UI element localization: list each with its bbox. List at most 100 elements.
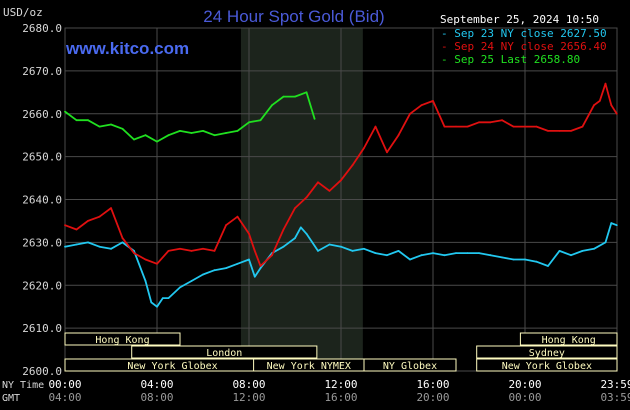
data-point [409,112,411,115]
y-tick-label: 2680.0 [22,22,62,35]
data-point [121,237,124,240]
data-point [386,254,388,257]
data-point [202,130,204,132]
data-point [340,179,342,182]
data-point [581,125,584,128]
market-session-label: London [206,348,242,359]
data-point [443,254,446,257]
data-point [294,237,296,240]
data-point [236,215,239,218]
data-point [317,250,319,252]
data-point [570,130,572,132]
data-point [64,224,66,227]
x-tick-label: 12:00 [232,391,265,404]
data-point [213,134,216,137]
data-point [202,247,204,250]
data-point [213,250,216,252]
data-point [501,256,503,259]
data-point [547,130,549,132]
data-point [213,269,216,272]
data-point [610,104,613,107]
data-point [179,286,181,289]
x-tick-label: 20:00 [508,378,541,391]
grid-lines [64,27,618,372]
data-point [110,123,112,126]
market-session: London [131,345,318,359]
data-point [161,297,164,299]
data-point [374,125,377,128]
data-point [271,104,273,107]
market-session-bar [476,345,618,359]
data-point [598,100,601,102]
data-point [236,262,239,265]
x-axis-row-label: GMT [2,393,20,404]
y-tick-label: 2650.0 [22,151,62,164]
unit-label: USD/oz [3,6,43,19]
data-point [305,232,308,235]
data-point [524,125,526,128]
data-point [144,258,147,261]
data-point [248,258,250,261]
market-session-label: Sydney [529,348,565,359]
data-point [615,224,618,227]
x-tick-label: 16:00 [324,391,357,404]
data-point [455,252,457,255]
data-point [374,252,377,255]
y-tick-label: 2600.0 [22,365,62,378]
data-point [110,247,112,250]
series-lines [64,82,618,308]
data-point [489,254,492,257]
y-tick-labels: 2680.0 2670.0 2660.0 2650.0 2640.0 2630.0 2620… [22,22,62,378]
market-session: Hong Kong [519,332,618,346]
market-session: New York NYMEX [253,358,365,372]
data-point [156,305,158,308]
data-point [190,250,193,252]
data-point [501,119,503,122]
data-point [64,110,66,113]
data-point [87,220,89,222]
x-tick-label: 08:00 [140,391,173,404]
data-point [386,151,388,154]
data-point [225,224,227,227]
x-tick-label: 16:00 [416,378,449,391]
data-point [397,134,400,137]
data-point [512,258,515,261]
data-point [167,250,170,252]
data-point [420,254,423,257]
data-point [271,254,273,257]
data-point [259,119,262,122]
brand-link[interactable]: www.kitco.com [65,39,189,58]
data-point [144,280,147,282]
x-tick-label: 20:00 [416,391,449,404]
data-point [478,252,480,255]
data-point [179,130,181,132]
data-point [466,125,469,128]
data-point [305,196,308,199]
legend-entry: - Sep 24 NY close 2656.40 [441,40,607,53]
data-point [363,147,365,149]
legend-entry: - Sep 25 Last 2658.80 [441,53,580,66]
data-point [144,134,147,137]
y-tick-label: 2670.0 [22,65,62,78]
data-point [236,130,239,132]
x-tick-label: 08:00 [232,378,265,391]
y-tick-label: 2660.0 [22,108,62,121]
data-point [328,190,331,192]
data-point [259,267,262,269]
series-line-2 [64,82,618,267]
market-session-label: New York NYMEX [267,361,351,372]
market-session: New York Globex [64,358,281,372]
x-tick-label: 04:00 [140,378,173,391]
data-point [313,118,316,120]
data-point [351,164,354,167]
data-point [593,247,595,250]
data-point [512,125,515,128]
legend-entry: - Sep 23 NY close 2627.50 [441,27,607,40]
data-point [64,245,66,248]
market-session-bar [64,332,181,346]
x-axis: NY Time 00:00 04:00 08:00 12:00 16:00 20:00 23:… [2,378,630,404]
data-point [455,125,457,128]
data-point [593,104,595,107]
data-point [156,262,158,265]
x-tick-label: 00:00 [508,391,541,404]
